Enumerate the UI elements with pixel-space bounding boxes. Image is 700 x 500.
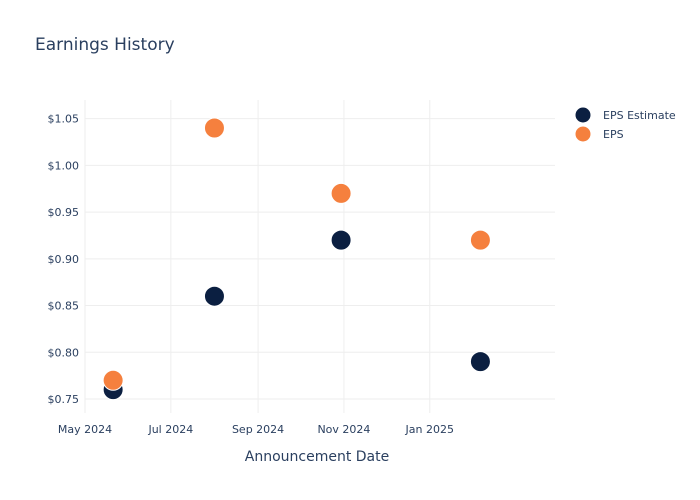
x-tick-label: Nov 2024 [317, 423, 370, 436]
x-tick-label: Jan 2025 [405, 423, 454, 436]
y-tick-label: $1.00 [48, 159, 80, 172]
series-eps [102, 117, 491, 391]
legend-label: EPS Estimate [603, 109, 676, 122]
y-tick-label: $0.75 [48, 393, 80, 406]
data-point [469, 351, 491, 373]
data-point [469, 229, 491, 251]
data-point [203, 285, 225, 307]
y-tick-label: $1.05 [48, 113, 80, 126]
data-points [102, 117, 491, 401]
x-tick-label: May 2024 [58, 423, 112, 436]
x-tick-label: Jul 2024 [147, 423, 193, 436]
data-point [203, 117, 225, 139]
y-axis-ticks: $0.75 $0.80 $0.85 $0.90 $0.95 $1.00 $1.05 [48, 113, 80, 406]
y-tick-label: $0.80 [48, 346, 80, 359]
x-axis-ticks: May 2024 Jul 2024 Sep 2024 Nov 2024 Jan 2025 [58, 423, 454, 436]
data-point [102, 369, 124, 391]
legend: EPS Estimate EPS [574, 106, 676, 143]
legend-marker [574, 106, 592, 124]
x-tick-label: Sep 2024 [232, 423, 284, 436]
grid-layer [84, 100, 555, 413]
data-point [330, 229, 352, 251]
legend-label: EPS [603, 128, 624, 141]
series-eps-estimate [102, 229, 491, 401]
y-tick-label: $0.95 [48, 206, 80, 219]
x-axis-title: Announcement Date [245, 449, 389, 465]
y-tick-label: $0.85 [48, 300, 80, 313]
y-tick-label: $0.90 [48, 253, 80, 266]
legend-marker [574, 125, 592, 143]
data-point [330, 182, 352, 204]
chart-title: Earnings History [35, 35, 175, 55]
